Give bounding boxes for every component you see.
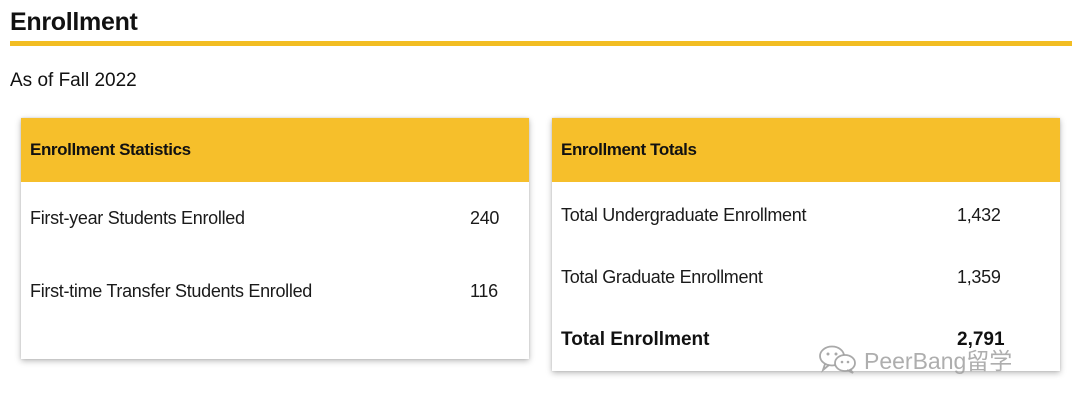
enrollment-statistics-card: Enrollment Statistics First-year Student… <box>21 118 529 359</box>
enrollment-totals-card: Enrollment Totals Total Undergraduate En… <box>552 118 1060 371</box>
row-label: Total Graduate Enrollment <box>561 267 763 287</box>
row-value: 1,359 <box>957 267 1001 287</box>
watermark: PeerBang留学 <box>818 342 1012 376</box>
section-title: Enrollment <box>10 8 138 36</box>
row-value: 1,432 <box>957 205 1001 225</box>
total-value: 2,791 <box>957 329 1005 350</box>
wechat-icon <box>818 344 858 374</box>
as-of-date: As of Fall 2022 <box>10 70 137 91</box>
row-label: First-time Transfer Students Enrolled <box>30 281 313 301</box>
row-label: Total Undergraduate Enrollment <box>561 205 807 225</box>
card-header: Enrollment Totals <box>552 118 1060 182</box>
row-label: First-year Students Enrolled <box>30 208 245 228</box>
row-value: 116 <box>470 281 498 301</box>
row-value: 240 <box>470 208 500 228</box>
total-label: Total Enrollment <box>561 329 710 350</box>
title-divider <box>10 41 1072 46</box>
watermark-text: PeerBang留学 <box>864 348 1013 374</box>
card-header: Enrollment Statistics <box>21 118 529 182</box>
